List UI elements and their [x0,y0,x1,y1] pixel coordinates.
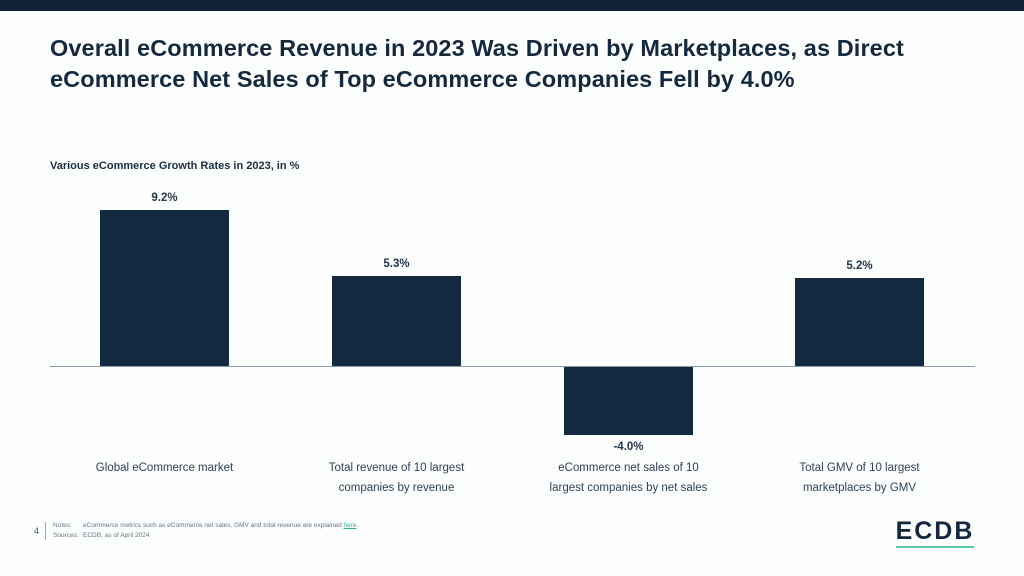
category-label-1: Total revenue of 10 largest companies by… [328,462,465,495]
notes-row: Notes: eCommerce metrics such as eCommer… [53,522,358,530]
bar-0 [100,209,229,366]
bar-3 [795,277,924,366]
zero-axis-line [50,366,975,367]
bar-1 [332,276,461,366]
notes-link[interactable]: here [343,522,357,529]
category-label-3: Total GMV of 10 largest marketplaces by … [799,462,920,495]
bar-2 [564,367,693,435]
notes-text-body: eCommerce metrics such as eCommerce net … [83,522,342,529]
value-label-3: 5.2% [846,259,873,272]
notes-label: Notes: [53,522,72,529]
ecdb-logo-underline [896,546,974,549]
category-label-0: Global eCommerce market [95,462,234,474]
value-label-0: 9.2% [151,191,178,204]
ecdb-logo-text: ECDB [895,517,975,545]
ecdb-logo: ECDB [895,517,975,549]
slide-title: Overall eCommerce Revenue in 2023 Was Dr… [50,35,904,92]
footer: 4 Notes: eCommerce metrics such as eComm… [34,522,358,541]
sources-label: Sources: [53,532,79,540]
category-label-2: eCommerce net sales of 10 largest compan… [549,462,708,495]
value-label-2: -4.0% [613,440,644,453]
value-label-1: 5.3% [383,258,410,271]
footer-divider [45,522,47,541]
chart-title: Various eCommerce Growth Rates in 2023, … [50,160,300,172]
top-accent-bar [0,0,1024,11]
footer-notes-block: Notes: eCommerce metrics such as eCommer… [53,522,358,540]
sources-row: Sources: ECDB, as of April 2024 [53,532,358,540]
notes-text: eCommerce metrics such as eCommerce net … [83,522,358,530]
page-number: 4 [34,526,40,537]
sources-text: ECDB, as of April 2024 [83,532,150,540]
notes-suffix: . [356,522,359,529]
